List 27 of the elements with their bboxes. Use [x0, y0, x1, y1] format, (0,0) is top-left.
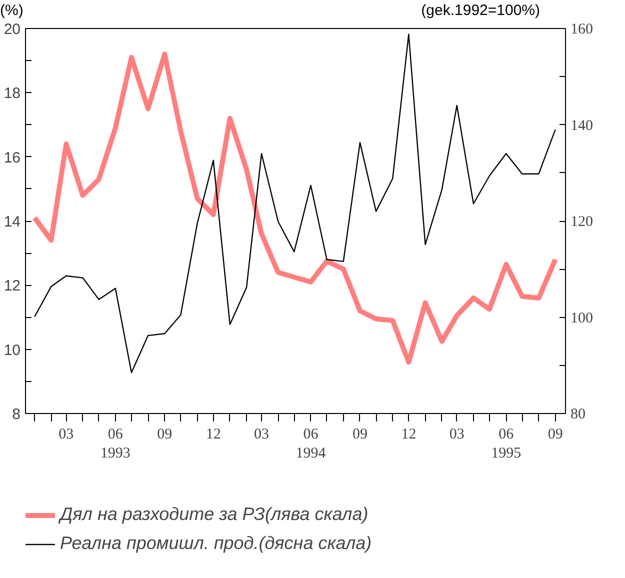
- y-tick-label: 8: [12, 406, 20, 423]
- x-tick-label: 12: [401, 426, 416, 442]
- x-tick-label: 06 1994: [296, 426, 326, 462]
- y2-tick-label: 100: [570, 310, 593, 326]
- x-tick-label: 06 1993: [100, 426, 130, 462]
- x-tick-label: 03: [254, 426, 270, 442]
- x-tick-label: 09: [548, 426, 563, 442]
- x-tick-label: 03: [58, 426, 74, 442]
- y-axis-title: (%): [0, 1, 24, 21]
- y2-tick-label: 80: [570, 406, 586, 422]
- legend-label: Реална промишл. прод.(дясна скала): [60, 533, 372, 554]
- x-tick-label: 03: [449, 426, 464, 442]
- x-tick-label: 12: [206, 426, 221, 442]
- y-tick-label: 10: [4, 342, 21, 359]
- y-tick-label: 16: [4, 149, 21, 166]
- y-tick-label: 12: [4, 278, 21, 295]
- y2-tick-label: 160: [570, 22, 593, 38]
- y2-axis-title: (gek.1992=100%): [421, 1, 540, 21]
- y-tick-label: 18: [4, 85, 21, 102]
- x-tick-label: 09: [157, 426, 172, 442]
- y-tick-label: 14: [4, 214, 21, 230]
- x-tick-label: 09: [352, 426, 368, 442]
- y2-tick-label: 140: [570, 118, 593, 134]
- y2-tick-label: 120: [570, 214, 593, 230]
- x-tick-label: 06 1995: [491, 426, 522, 462]
- legend-label: Дял на разходите за РЗ(лява скала): [60, 504, 368, 525]
- y-tick-label: 20: [4, 21, 21, 38]
